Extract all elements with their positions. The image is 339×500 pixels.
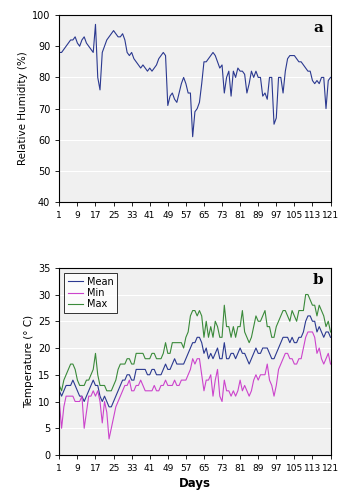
Mean bbox=[306, 313, 310, 319]
Line: Min: Min bbox=[59, 332, 331, 439]
Mean bbox=[328, 334, 333, 340]
Max bbox=[229, 334, 233, 340]
Min bbox=[243, 382, 247, 388]
Min bbox=[306, 329, 310, 335]
Max bbox=[175, 340, 179, 345]
Text: a: a bbox=[314, 20, 324, 34]
X-axis label: Days: Days bbox=[179, 477, 211, 490]
Mean bbox=[175, 361, 179, 367]
Max bbox=[123, 361, 127, 367]
Y-axis label: Temperature (° C): Temperature (° C) bbox=[24, 315, 34, 408]
Mean bbox=[229, 350, 233, 356]
Mean bbox=[57, 388, 61, 394]
Line: Mean: Mean bbox=[59, 316, 331, 407]
Min bbox=[57, 398, 61, 404]
Min bbox=[315, 350, 319, 356]
Y-axis label: Relative Humidity (%): Relative Humidity (%) bbox=[18, 52, 28, 166]
Min bbox=[107, 436, 111, 442]
Max bbox=[60, 388, 64, 394]
Min bbox=[123, 382, 127, 388]
Max bbox=[328, 329, 333, 335]
Max bbox=[304, 292, 308, 298]
Max bbox=[57, 382, 61, 388]
Line: Max: Max bbox=[59, 294, 331, 391]
Mean bbox=[123, 377, 127, 383]
Max bbox=[315, 313, 319, 319]
Min bbox=[84, 409, 88, 415]
Max bbox=[243, 329, 247, 335]
Min bbox=[175, 382, 179, 388]
Min bbox=[229, 393, 233, 399]
Mean bbox=[315, 329, 319, 335]
Mean bbox=[84, 393, 88, 399]
Text: b: b bbox=[313, 274, 324, 287]
Max bbox=[87, 377, 91, 383]
Mean bbox=[243, 350, 247, 356]
Legend: Mean, Min, Max: Mean, Min, Max bbox=[64, 272, 117, 314]
Min bbox=[328, 361, 333, 367]
Mean bbox=[107, 404, 111, 410]
